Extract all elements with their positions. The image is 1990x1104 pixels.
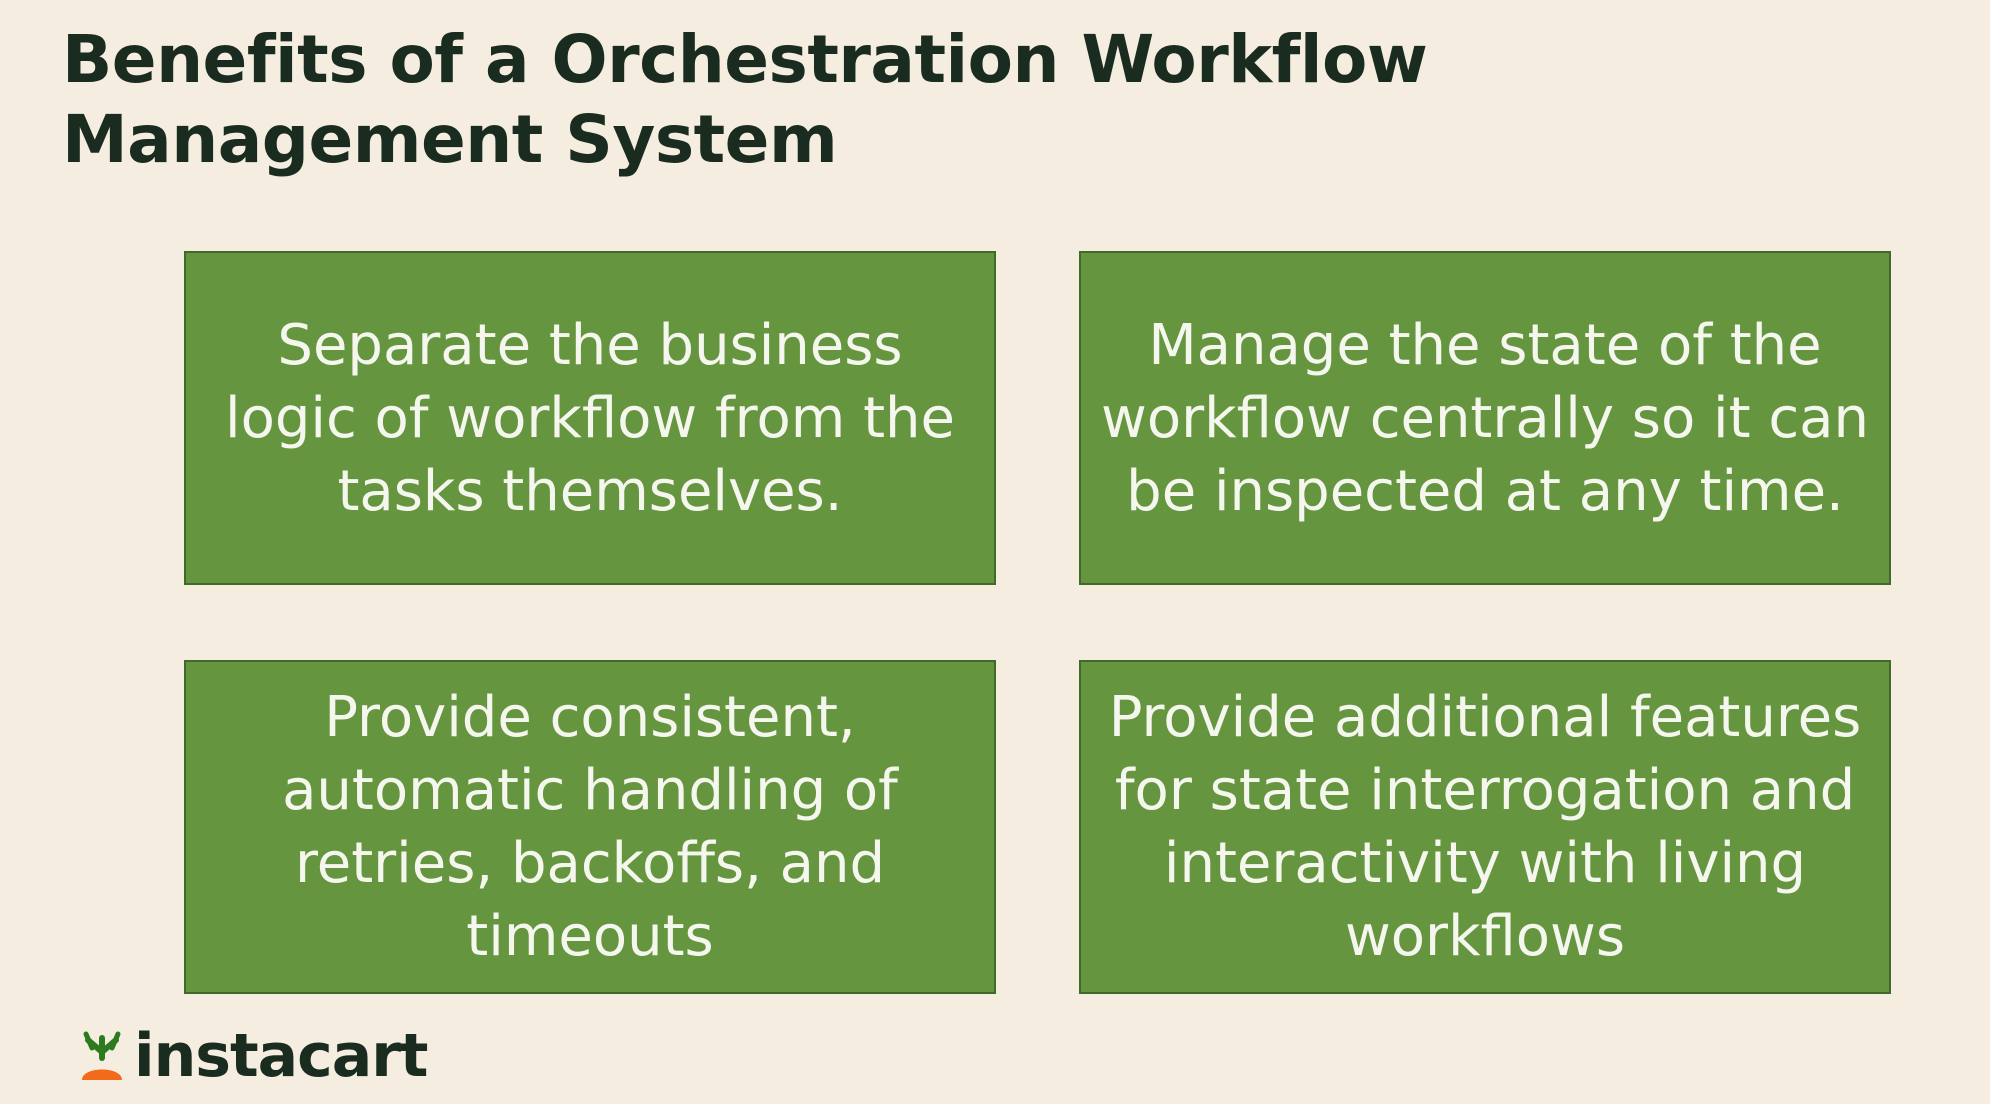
benefit-card-separate-logic: Separate the business logic of workflow … [184, 251, 996, 585]
benefit-card-text: Separate the business logic of workflow … [225, 312, 955, 524]
benefit-card-manage-state: Manage the state of the workflow central… [1079, 251, 1891, 585]
benefit-card-text: Provide consistent, automatic handling o… [282, 685, 898, 969]
benefit-card-text: Manage the state of the workflow central… [1101, 312, 1869, 524]
benefit-card-retries: Provide consistent, automatic handling o… [184, 660, 996, 994]
benefit-card-state-interrogation: Provide additional features for state in… [1079, 660, 1891, 994]
slide-title-line-2: Management System [62, 101, 838, 178]
logo-wordmark: instacart [134, 1021, 428, 1091]
carrot-icon [82, 1031, 122, 1080]
slide-title-line-1: Benefits of a Orchestration Workflow [62, 21, 1428, 98]
slide-title: Benefits of a Orchestration Workflow Man… [62, 20, 1562, 180]
benefit-card-text: Provide additional features for state in… [1108, 685, 1862, 969]
instacart-logo: instacart [80, 1024, 428, 1088]
